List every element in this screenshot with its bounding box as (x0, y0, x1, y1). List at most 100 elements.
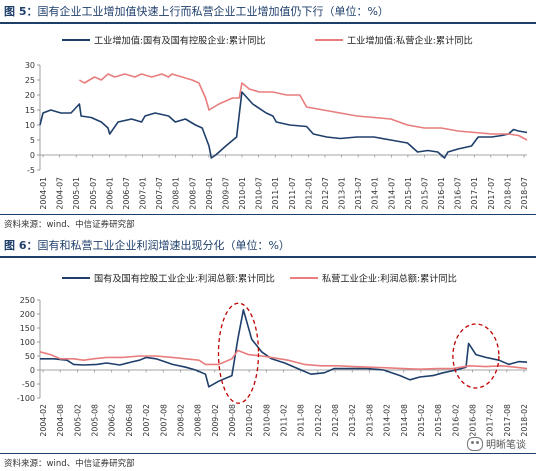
figure5-bottom-rule (0, 214, 536, 215)
figure6-title-text: 国有和私营工业企业利润增速出现分化（单位：%） (37, 239, 290, 252)
x-tick-label: 2017-02 (486, 404, 495, 437)
x-tick-label: 2006-02 (108, 404, 117, 437)
y-tick-label: 0 (30, 151, 35, 160)
x-tick-label: 2012-01 (304, 177, 313, 210)
x-tick-label: 2017-08 (503, 404, 512, 437)
x-tick-label: 2016-01 (437, 177, 446, 210)
x-tick-label: 2015-01 (404, 177, 413, 210)
x-tick-label: 2017-01 (470, 177, 479, 210)
x-tick-label: 2013-02 (348, 404, 357, 437)
figure6-label: 图 6： (4, 239, 38, 252)
x-tick-label: 2010-01 (238, 177, 247, 210)
y-tick-label: 200 (20, 310, 35, 319)
watermark: 明晰笔谈 (467, 436, 526, 451)
figure6-title: 图 6：国有和私营工业企业利润增速出现分化（单位：%） (4, 236, 290, 256)
x-tick-label: 2012-02 (314, 404, 323, 437)
legend-label: 私营工业企业:利润总额:累计同比 (322, 273, 457, 285)
x-tick-label: 2016-02 (451, 404, 460, 437)
series-line (39, 91, 528, 159)
x-tick-label: 2005-07 (89, 177, 98, 210)
x-tick-label: 2009-01 (205, 177, 214, 210)
chart-state-vs-private-value-added: 工业增加值:国有及国有控股企业:累计同比 工业增加值:私营企业:累计同比 -5 0 5 1… (25, 35, 529, 210)
x-tick-label: 2015-07 (420, 177, 429, 210)
figure5-label: 图 5： (4, 5, 38, 18)
x-tick-label: 2013-01 (338, 177, 347, 210)
figure5-title: 图 5：国有企业工业增加值快速上行而私营企业工业增加值仍下行（单位：%） (4, 2, 389, 22)
figure6-title-rule (0, 256, 536, 258)
x-tick-label: 2013-08 (365, 404, 374, 437)
y-tick-label: 15 (25, 106, 35, 115)
y-tick-label: 50 (25, 352, 35, 361)
x-tick-label: 2014-01 (371, 177, 380, 210)
x-tick-label: 2005-02 (73, 404, 82, 437)
x-tick-label: 2013-07 (354, 177, 363, 210)
x-tick-label: 2007-01 (139, 177, 148, 210)
y-tick-label: 5 (30, 136, 35, 145)
figure5-source: 资料来源：wind、中信证券研究部 (4, 220, 135, 230)
x-tick-label: 2010-07 (255, 177, 264, 210)
x-tick-label: 2008-07 (188, 177, 197, 210)
x-tick-label: 2014-07 (387, 177, 396, 210)
x-tick-label: 2015-02 (417, 404, 426, 437)
highlight-ellipse (452, 323, 500, 389)
x-tick-label: 2009-07 (221, 177, 230, 210)
x-tick-label: 2007-08 (159, 404, 168, 437)
x-tick-label: 2011-08 (297, 404, 306, 437)
x-tick-label: 2007-02 (142, 404, 151, 437)
x-tick-label: 2006-07 (122, 177, 131, 210)
y-tick-label: 20 (25, 91, 35, 100)
x-tick-label: 2016-07 (454, 177, 463, 210)
y-tick-label: 250 (20, 296, 35, 305)
x-tick-label: 2012-07 (321, 177, 330, 210)
series-line (39, 349, 528, 370)
figure6-bottom-rule (0, 453, 536, 454)
x-tick-label: 2006-08 (125, 404, 134, 437)
x-tick-label: 2005-01 (72, 177, 81, 210)
x-tick-label: 2016-08 (468, 404, 477, 437)
highlight-ellipse (217, 302, 260, 404)
x-tick-label: 2008-02 (176, 404, 185, 437)
y-tick-label: 25 (25, 76, 35, 85)
x-tick-label: 2011-02 (280, 404, 289, 437)
x-tick-label: 2015-08 (434, 404, 443, 437)
figure5-title-text: 国有企业工业增加值快速上行而私营企业工业增加值仍下行（单位：%） (37, 5, 389, 18)
y-tick-label: 30 (25, 61, 35, 70)
x-tick-label: 2011-07 (288, 177, 297, 210)
watermark-text: 明晰笔谈 (486, 440, 526, 451)
legend-label: 工业增加值:私营企业:累计同比 (347, 35, 473, 47)
chart-state-vs-private-profit: 国有及国有控股工业企业:利润总额:累计同比 私营工业企业:利润总额:累计同比 -10… (17, 273, 529, 437)
y-tick-label: -5 (27, 166, 35, 175)
x-tick-label: 2008-01 (172, 177, 181, 210)
x-tick-label: 2010-02 (245, 404, 254, 437)
y-tick-label: 100 (20, 338, 35, 347)
x-tick-label: 2005-08 (91, 404, 100, 437)
legend-label: 工业增加值:国有及国有控股企业:累计同比 (94, 35, 266, 47)
y-tick-label: -100 (17, 394, 35, 403)
x-tick-label: 2012-08 (331, 404, 340, 437)
x-tick-label: 2014-02 (383, 404, 392, 437)
x-tick-label: 2004-02 (39, 404, 48, 437)
x-tick-label: 2009-02 (211, 404, 220, 437)
x-tick-label: 2011-01 (271, 177, 280, 210)
figure6-source: 资料来源：wind、中信证券研究部 (4, 459, 135, 469)
x-tick-label: 2010-08 (262, 404, 271, 437)
x-tick-label: 2018-07 (520, 177, 529, 210)
y-tick-label: -50 (22, 380, 35, 389)
y-tick-label: 10 (25, 121, 35, 130)
figure5-title-rule (0, 22, 536, 24)
y-tick-label: 0 (30, 366, 35, 375)
y-tick-label: 150 (20, 324, 35, 333)
x-tick-label: 2007-07 (155, 177, 164, 210)
x-tick-label: 2017-07 (487, 177, 496, 210)
x-tick-label: 2004-01 (39, 177, 48, 210)
x-tick-label: 2018-01 (503, 177, 512, 210)
x-tick-label: 2018-02 (520, 404, 529, 437)
x-tick-label: 2004-08 (56, 404, 65, 437)
wechat-icon (467, 436, 483, 451)
series-line (40, 309, 528, 388)
legend-label: 国有及国有控股工业企业:利润总额:累计同比 (94, 273, 275, 285)
series-line (78, 73, 528, 141)
x-tick-label: 2008-08 (194, 404, 203, 437)
x-tick-label: 2006-01 (105, 177, 114, 210)
x-tick-label: 2004-07 (56, 177, 65, 210)
